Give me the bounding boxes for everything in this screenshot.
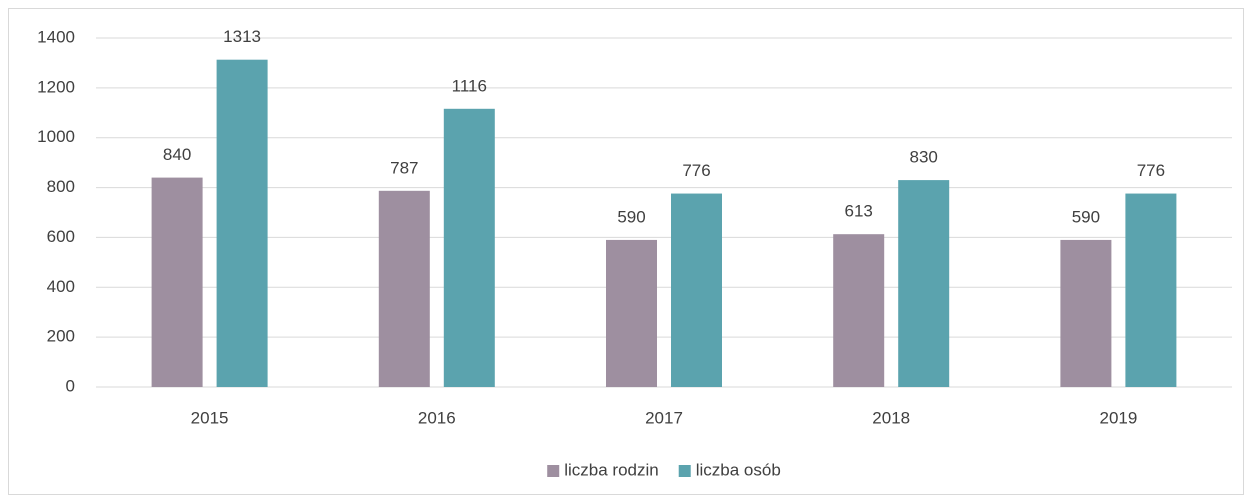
data-label: 787 (390, 158, 418, 177)
bar (151, 177, 203, 387)
x-tick-label: 2018 (872, 408, 910, 427)
y-tick-label: 1000 (37, 127, 75, 146)
data-label: 1116 (452, 76, 487, 95)
data-label: 830 (910, 148, 938, 167)
legend-label: liczba rodzin (564, 460, 659, 479)
bar (1060, 239, 1112, 387)
bar (671, 193, 722, 387)
data-label: 590 (1072, 207, 1100, 226)
data-label: 840 (163, 145, 191, 164)
y-tick-label: 1200 (37, 77, 75, 96)
x-tick-label: 2019 (1099, 408, 1137, 427)
data-label: 1313 (223, 27, 261, 46)
bar (833, 234, 885, 387)
bar (378, 190, 430, 387)
bar (443, 108, 495, 387)
bar (216, 59, 268, 387)
y-tick-label: 800 (47, 177, 75, 196)
legend-label: liczba osób (696, 460, 781, 479)
x-tick-label: 2017 (645, 408, 683, 427)
y-tick-label: 1400 (37, 27, 75, 46)
y-tick-label: 400 (47, 277, 75, 296)
bar (1125, 193, 1177, 387)
bar (606, 239, 657, 387)
x-tick-label: 2015 (191, 408, 229, 427)
y-tick-label: 600 (47, 227, 75, 246)
data-label: 776 (1137, 161, 1165, 180)
y-tick-label: 0 (66, 376, 75, 395)
data-label: 776 (682, 161, 710, 180)
legend-swatch (678, 465, 691, 477)
x-tick-label: 2016 (418, 408, 456, 427)
y-tick-label: 200 (47, 327, 75, 346)
data-label: 590 (617, 207, 645, 226)
bar (898, 180, 950, 387)
legend-swatch (547, 465, 560, 477)
data-label: 613 (845, 202, 873, 221)
